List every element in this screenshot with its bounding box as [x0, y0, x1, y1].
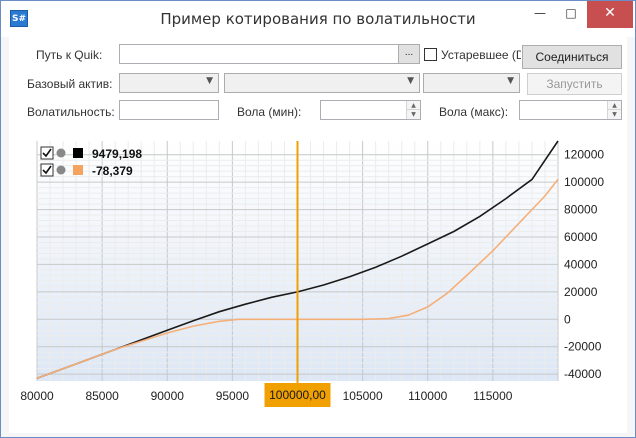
y-tick-label: 40000	[564, 257, 598, 271]
chevron-down-icon: ▼	[206, 76, 213, 86]
stepper-down-icon[interactable]: ▼	[607, 110, 621, 119]
browse-button[interactable]: ...	[398, 44, 420, 64]
y-tick-label: -20000	[564, 340, 602, 354]
instrument-combo[interactable]: ▼	[224, 73, 420, 93]
x-tick-label: 80000	[20, 389, 54, 403]
cursor-badge	[264, 383, 331, 407]
y-tick-label: 100000	[564, 175, 604, 189]
legend-swatch	[73, 165, 83, 175]
gear-icon[interactable]	[56, 165, 66, 175]
chevron-down-icon: ▼	[507, 76, 514, 86]
check-icon	[42, 165, 52, 175]
series-line-2	[36, 178, 559, 380]
stepper-up-icon[interactable]: ▲	[607, 101, 621, 110]
outdated-checkbox[interactable]	[424, 48, 437, 61]
x-tick-label: 90000	[151, 389, 185, 403]
y-tick-label: 60000	[564, 230, 598, 244]
quik-path-label: Путь к Quik:	[36, 48, 103, 62]
y-tick-label: 0	[564, 312, 571, 326]
gear-icon[interactable]	[56, 148, 66, 158]
chevron-down-icon: ▼	[407, 76, 414, 86]
x-tick-label: 85000	[85, 389, 119, 403]
y-tick-label: 80000	[564, 203, 598, 217]
chart-svg: 100000,00 80000 85000 90000 95000 105000 1100…	[20, 140, 604, 407]
underlying-combo[interactable]: ▼	[119, 73, 219, 93]
legend-swatch	[73, 148, 83, 158]
app-icon: S#	[10, 10, 28, 27]
y-tick-label: 20000	[564, 285, 598, 299]
option-combo[interactable]: ▼	[423, 73, 520, 93]
close-button[interactable]: ✕	[587, 1, 633, 28]
title-bar: S# Пример котирования по волатильности —…	[1, 1, 635, 37]
x-tick-label: 95000	[216, 389, 250, 403]
check-icon	[42, 148, 52, 158]
connect-button[interactable]: Соединиться	[522, 45, 622, 69]
minimize-button[interactable]: —	[534, 6, 546, 20]
window-title: Пример котирования по волатильности	[160, 10, 476, 28]
underlying-label: Базовый актив:	[27, 77, 113, 91]
stepper-down-icon[interactable]: ▼	[406, 110, 420, 119]
legend-value: 9479,198	[92, 147, 142, 161]
x-tick-label: 110000	[408, 389, 447, 403]
stepper-up-icon[interactable]: ▲	[406, 101, 420, 110]
y-tick-label: -40000	[564, 367, 602, 381]
main-panel: Путь к Quik: ... Устаревшее (D Соединить…	[9, 37, 627, 433]
legend-checkbox[interactable]	[40, 146, 54, 160]
y-tick-label: 120000	[564, 148, 604, 162]
vol-min-stepper[interactable]: ▲ ▼	[320, 100, 421, 120]
vol-max-stepper[interactable]: ▲ ▼	[519, 100, 622, 120]
outdated-label: Устаревшее (D	[441, 48, 521, 62]
volatility-chart[interactable]: 100000,00 80000 85000 90000 95000 105000 1100…	[19, 137, 619, 427]
quik-path-input[interactable]	[119, 44, 402, 64]
legend-checkbox[interactable]	[40, 163, 54, 177]
x-tick-label: 115000	[473, 389, 512, 403]
legend-value: -78,379	[92, 164, 133, 178]
cursor-value: 100000,00	[269, 388, 326, 402]
vol-min-label: Вола (мин):	[237, 105, 302, 119]
x-tick-label: 105000	[343, 389, 383, 403]
volatility-label: Волатильность:	[27, 105, 115, 119]
start-button[interactable]: Запустить	[527, 73, 622, 95]
vol-max-label: Вола (макс):	[439, 105, 509, 119]
volatility-input[interactable]	[119, 100, 219, 120]
maximize-button[interactable]: □	[565, 6, 577, 20]
